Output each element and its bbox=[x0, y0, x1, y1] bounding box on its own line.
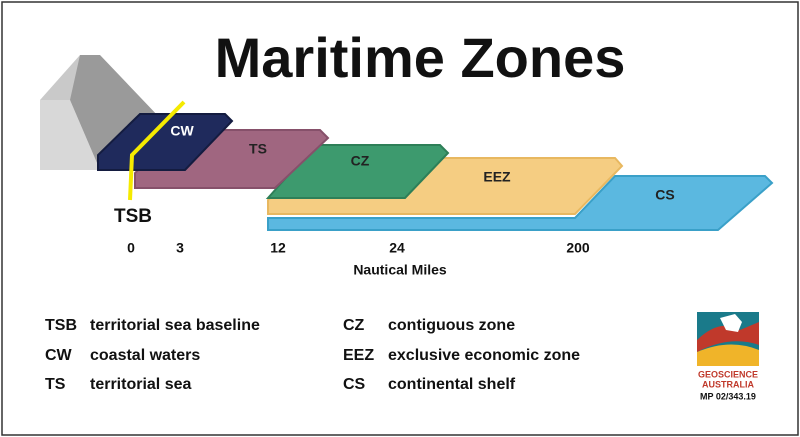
baseline-label: TSB bbox=[114, 206, 152, 227]
legend-abbr: CZ bbox=[343, 317, 365, 334]
title: Maritime Zones bbox=[215, 26, 626, 89]
zone-cs bbox=[267, 175, 774, 231]
logo-code: MP 02/343.19 bbox=[700, 391, 756, 401]
scale-tick: 3 bbox=[176, 240, 184, 256]
scale-label: Nautical Miles bbox=[353, 262, 447, 278]
scale-tick: 0 bbox=[127, 240, 135, 256]
scale-tick: 12 bbox=[270, 240, 286, 256]
legend-text: territorial sea bbox=[90, 376, 191, 393]
zone-label: CW bbox=[170, 123, 194, 139]
legend-text: territorial sea baseline bbox=[90, 317, 260, 334]
legend-abbr: TS bbox=[45, 376, 66, 393]
land bbox=[40, 55, 160, 170]
zone-label: CZ bbox=[351, 153, 370, 169]
scale-tick: 24 bbox=[389, 240, 405, 256]
legend-abbr: CS bbox=[343, 376, 366, 393]
baseline bbox=[128, 100, 186, 201]
legend-abbr: TSB bbox=[45, 317, 77, 334]
legend-text: exclusive economic zone bbox=[388, 347, 580, 364]
zone-label: TS bbox=[249, 141, 267, 157]
logo-text: GEOSCIENCE bbox=[698, 369, 758, 379]
legend: TSB territorial sea baseline CW coastal … bbox=[45, 317, 580, 393]
logo-text: AUSTRALIA bbox=[702, 379, 754, 389]
legend-abbr: EEZ bbox=[343, 347, 374, 364]
zone-slabs bbox=[97, 113, 774, 231]
scale-tick: 200 bbox=[566, 240, 590, 256]
legend-text: continental shelf bbox=[388, 376, 516, 393]
legend-abbr: CW bbox=[45, 347, 73, 364]
zone-label: EEZ bbox=[483, 169, 511, 185]
legend-text: contiguous zone bbox=[388, 317, 515, 334]
legend-text: coastal waters bbox=[90, 347, 200, 364]
logo: GEOSCIENCE AUSTRALIA MP 02/343.19 bbox=[697, 312, 759, 401]
zone-label: CS bbox=[655, 187, 674, 203]
